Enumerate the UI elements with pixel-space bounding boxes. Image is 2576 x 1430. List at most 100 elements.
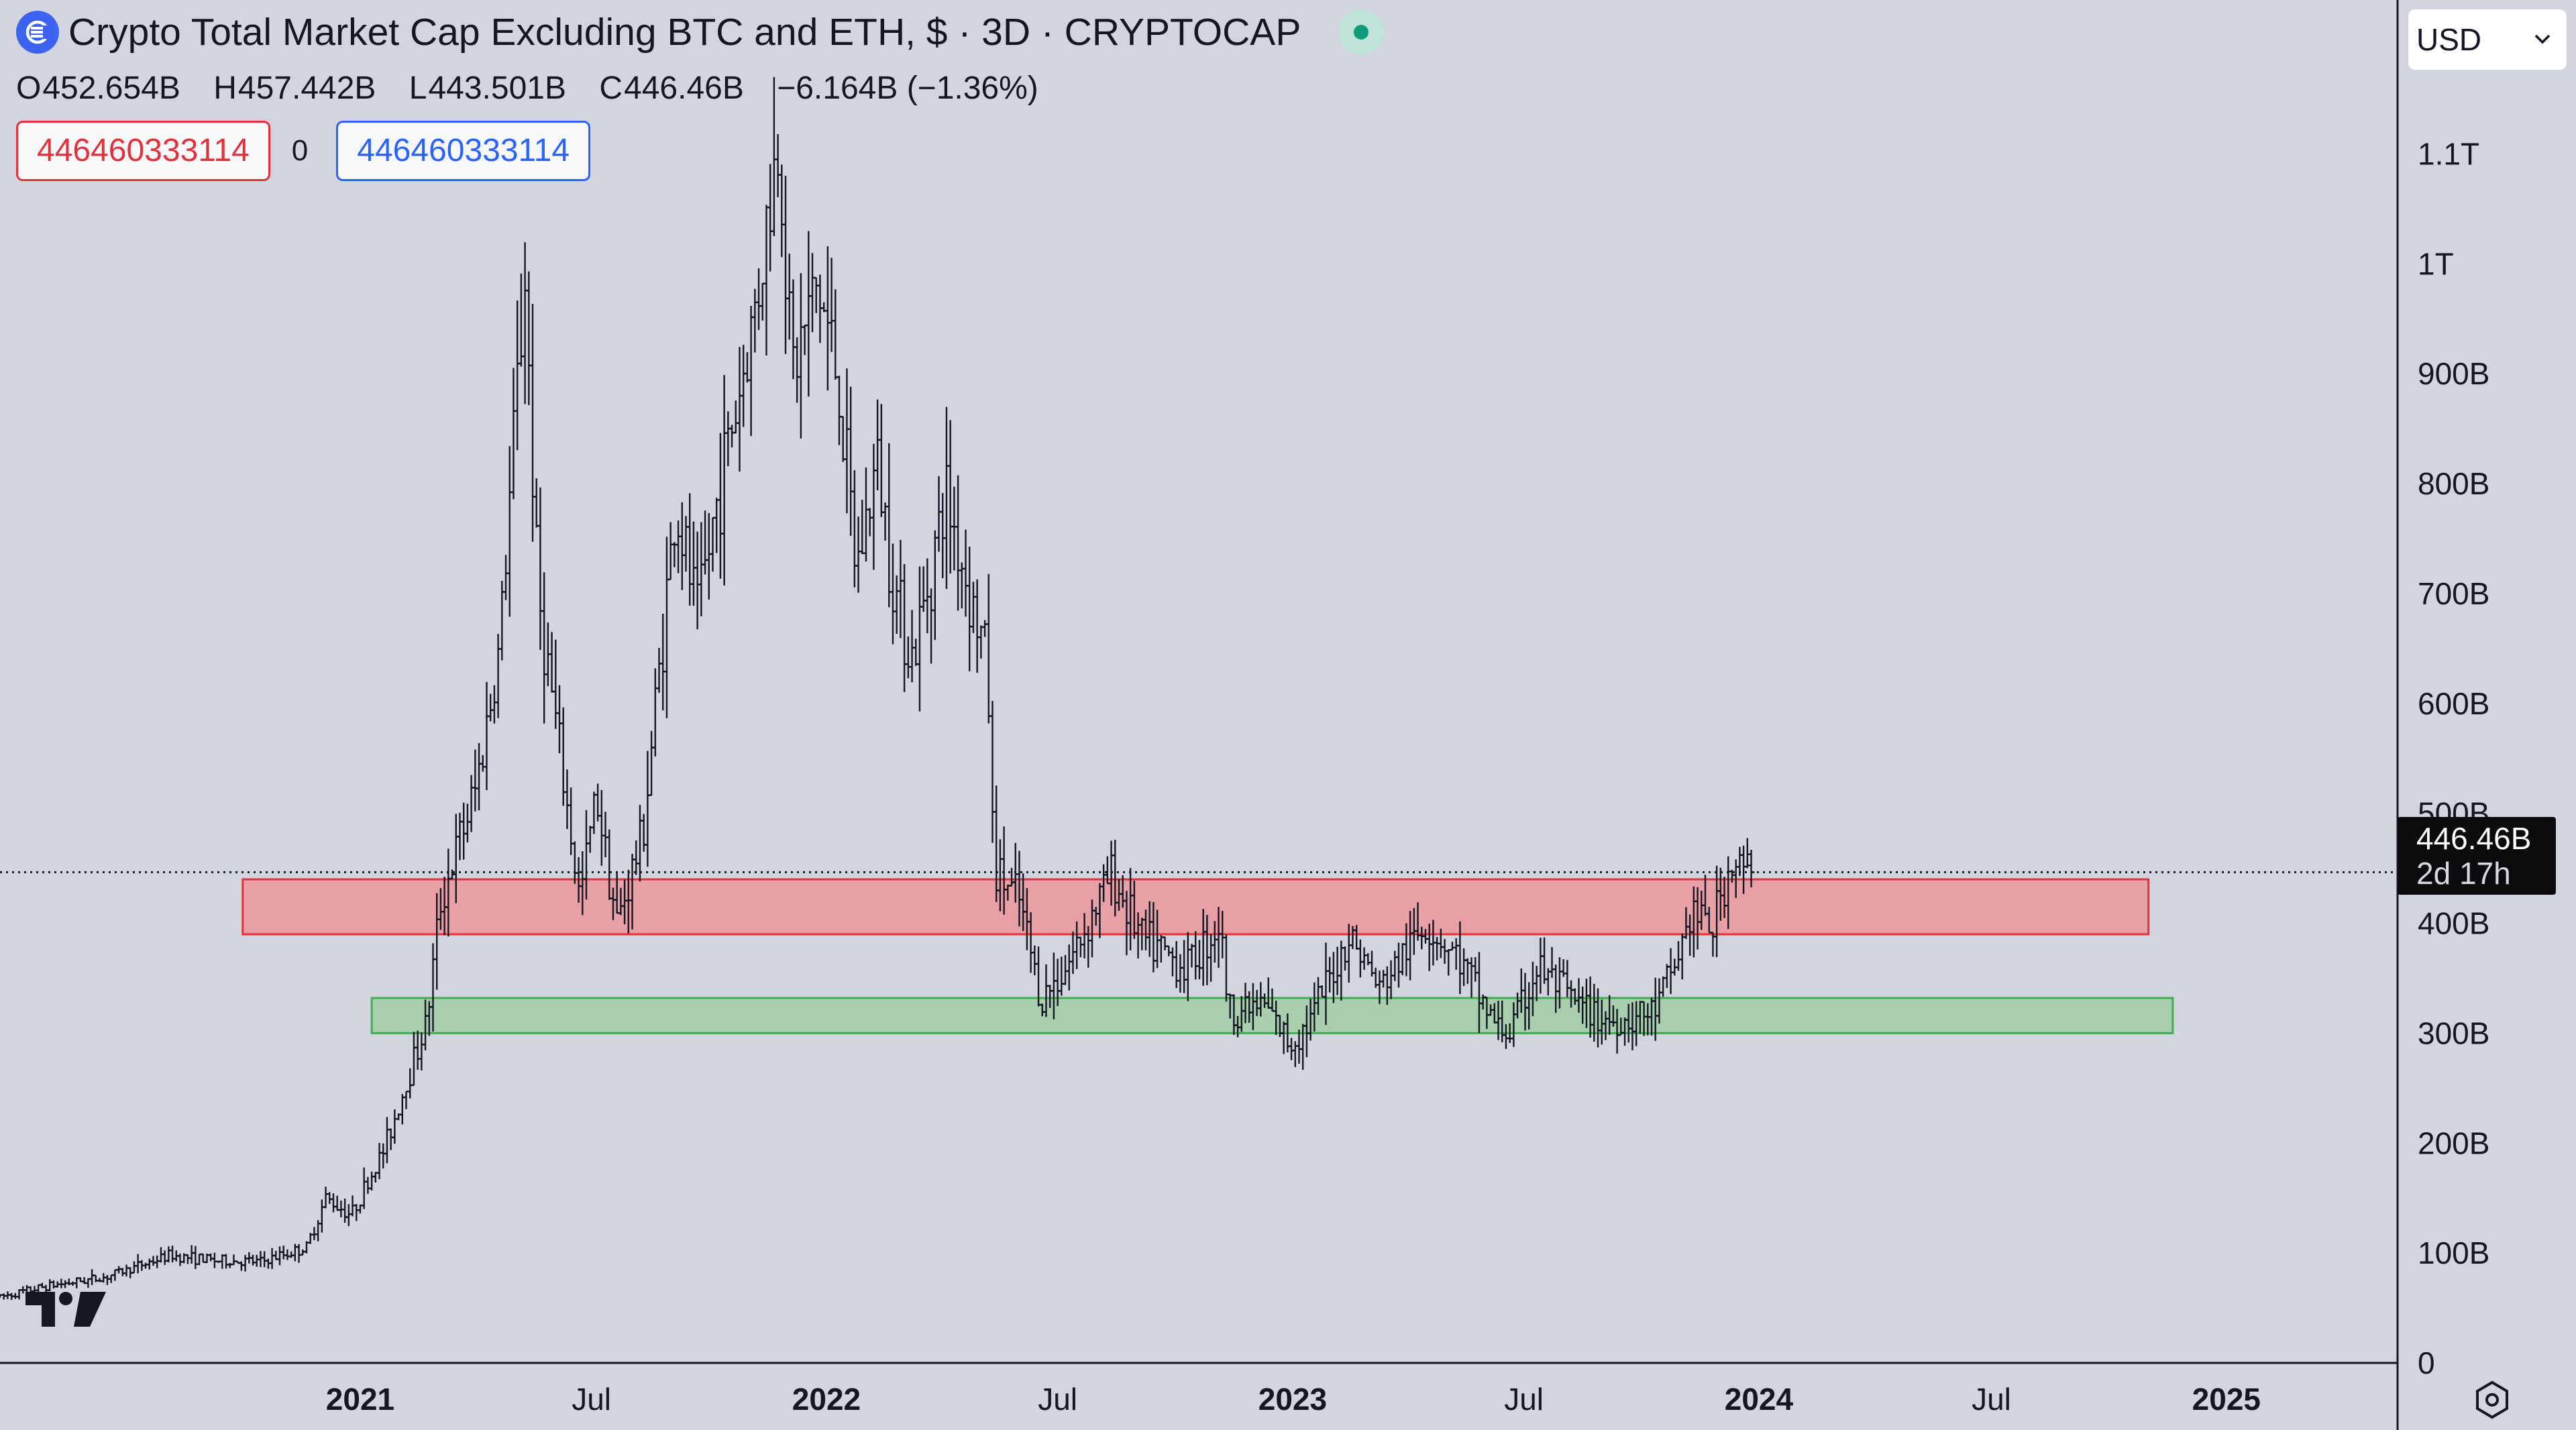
ohlc-bar (353, 1204, 360, 1221)
ohlc-bar (552, 639, 559, 729)
x-tick-label: 2023 (1258, 1382, 1327, 1417)
ohlc-bar (414, 1030, 421, 1070)
ohlc-bar (559, 707, 567, 806)
ohlc-bar (969, 582, 977, 633)
chart-settings-icon[interactable] (2471, 1379, 2513, 1424)
ohlc-bar (1468, 957, 1475, 998)
ohlc-bar (682, 516, 690, 572)
ohlc-bar (698, 522, 705, 616)
ohlc-bar (571, 841, 578, 884)
ohlc-bar (1472, 956, 1479, 982)
ohlc-bar (893, 575, 900, 635)
ohlc-bar (517, 273, 525, 367)
ohlc-bar (755, 268, 763, 330)
ohlc-bar (1181, 940, 1188, 993)
ohlc-bar (955, 475, 962, 611)
ohlc-bar (219, 1254, 226, 1269)
x-tick-label: Jul (1972, 1382, 2011, 1417)
ohlc-bar (1342, 946, 1349, 971)
ohlc-bar (636, 804, 643, 882)
last-price-value: 446.46B (2416, 821, 2532, 856)
ohlc-bar (391, 1109, 398, 1144)
y-tick-label: 0 (2418, 1345, 2435, 1380)
ohlc-bar (801, 324, 808, 355)
x-tick-label: 2024 (1725, 1382, 1794, 1417)
y-tick-label: 300B (2418, 1015, 2489, 1050)
ohlc-bar (521, 242, 529, 404)
open-value: 452.654B (42, 70, 180, 106)
ohlc-bar (329, 1193, 337, 1213)
ohlc-bar (510, 368, 517, 500)
indicator-inputs: 446460333114 0 446460333114 (16, 121, 591, 181)
ohlc-bar (729, 425, 736, 448)
ohlc-bar (1434, 936, 1441, 960)
cryptocap-logo-icon[interactable] (16, 11, 59, 54)
resistance-zone[interactable] (241, 878, 2150, 936)
ohlc-bar (107, 1274, 115, 1283)
ohlc-bar (383, 1117, 390, 1164)
ohlc-bar (1395, 942, 1402, 988)
ohlc-bar (659, 613, 667, 711)
ohlc-bar (498, 580, 506, 661)
right-value-box[interactable]: 446460333114 (336, 121, 591, 181)
ohlc-bar (476, 742, 483, 811)
low-label: L (409, 70, 427, 106)
ohlc-bar (1460, 948, 1468, 987)
left-value-box[interactable]: 446460333114 (16, 121, 270, 181)
ohlc-bar (1674, 941, 1682, 971)
ohlc-bar (939, 493, 947, 579)
ohlc-bar (743, 351, 751, 383)
ohlc-bar (904, 636, 912, 679)
ohlc-bar (981, 620, 989, 637)
ohlc-bar (188, 1245, 195, 1264)
y-tick-label: 400B (2418, 906, 2489, 941)
ohlc-bar (790, 279, 797, 380)
ohlc-bar (947, 420, 954, 574)
ohlc-bar (751, 288, 759, 353)
ohlc-bar (1031, 945, 1038, 976)
ohlc-bar (671, 541, 678, 567)
ohlc-bar (176, 1253, 184, 1266)
x-tick-label: 2022 (792, 1382, 861, 1417)
currency-select[interactable]: USD (2408, 9, 2567, 70)
x-tick-label: Jul (1504, 1382, 1544, 1417)
tradingview-logo-icon[interactable] (23, 1285, 109, 1337)
ohlc-bar (1448, 941, 1456, 951)
ohlc-bar (740, 345, 747, 427)
ohlc-bar (651, 668, 659, 757)
ohlc-bar (736, 347, 743, 472)
ohlc-bar (713, 498, 720, 553)
axes-layer (0, 0, 2399, 1430)
ohlc-bar (732, 400, 739, 434)
x-tick-label: 2021 (326, 1382, 394, 1417)
ohlc-bar (1356, 939, 1364, 978)
ohlc-bar (146, 1258, 153, 1270)
high-label: H (213, 70, 237, 106)
ohlc-bar (989, 700, 996, 843)
ohlc-bar (1288, 1038, 1295, 1060)
ohlc-bar (280, 1246, 287, 1260)
ohlc-bar (797, 273, 804, 439)
ohlc-bar (786, 254, 793, 340)
ohlc-bar (161, 1250, 168, 1265)
ohlc-bar (165, 1246, 172, 1263)
ohlc-bar (506, 446, 513, 617)
ohlc-bar (364, 1176, 372, 1194)
market-status-indicator[interactable] (1338, 9, 1385, 55)
ohlc-bar (1743, 838, 1751, 869)
ohlc-bar (812, 276, 820, 313)
ohlc-bar (1222, 934, 1230, 1002)
ohlc-bar (640, 814, 647, 852)
ohlc-bar (142, 1262, 150, 1269)
close-value: 446.46B (624, 70, 744, 106)
ohlc-bar (368, 1171, 376, 1191)
ohlc-bar (1338, 940, 1345, 1001)
ohlc-bar (250, 1254, 257, 1266)
x-tick-label: Jul (1038, 1382, 1077, 1417)
ohlc-bar (912, 639, 920, 666)
chart-title[interactable]: Crypto Total Market Cap Excluding BTC an… (68, 11, 1301, 54)
ohlc-bar (398, 1094, 406, 1125)
ohlc-bar (1169, 947, 1176, 977)
ohlc-bar (586, 826, 594, 853)
